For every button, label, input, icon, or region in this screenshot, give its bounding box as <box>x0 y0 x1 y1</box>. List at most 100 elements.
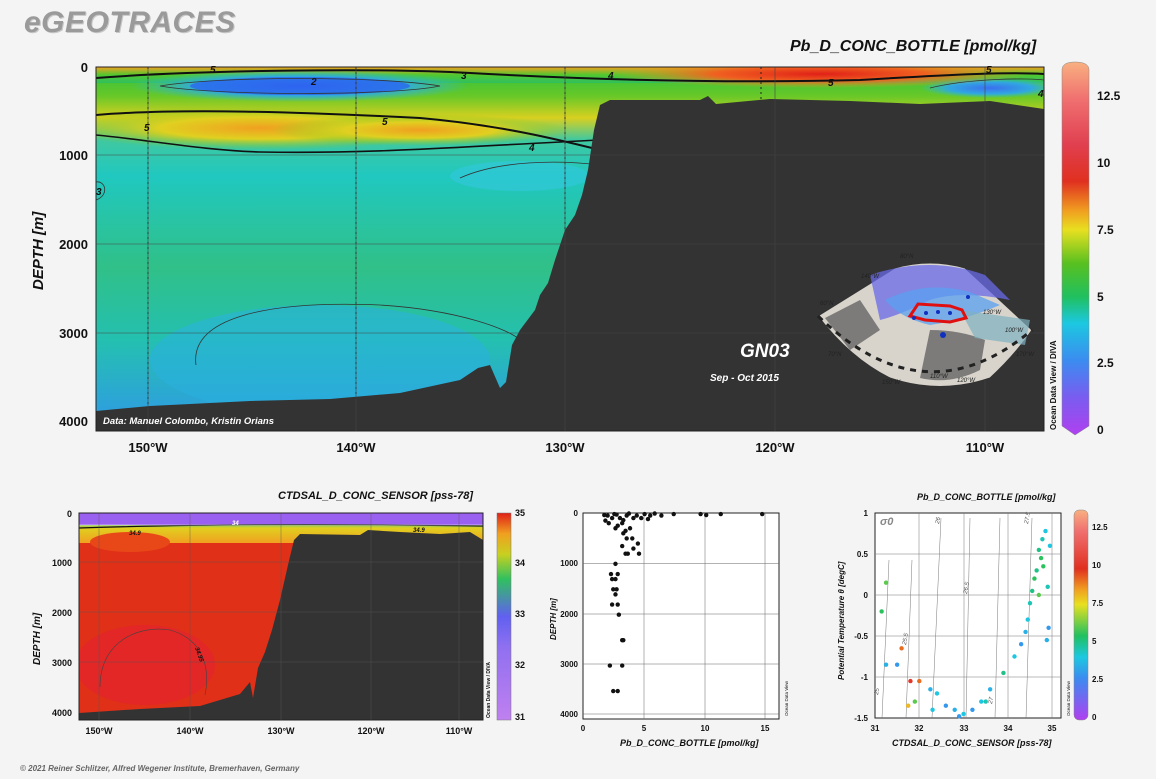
svg-text:120°W: 120°W <box>957 378 976 384</box>
ts-data-point <box>1040 537 1045 542</box>
ts-sigma-label: σ0 <box>880 516 894 528</box>
profile-data-point <box>625 551 630 556</box>
section-period: Sep - Oct 2015 <box>710 373 779 384</box>
salinity-colorbar-tick: 35 <box>515 508 525 518</box>
ts-data-point <box>1001 670 1006 676</box>
ts-data-point <box>908 678 913 684</box>
profile-data-point <box>615 523 620 528</box>
profile-x-tick: 10 <box>701 724 710 733</box>
profile-y-tick: 2000 <box>560 610 578 619</box>
ts-isopycnal-label: 25 <box>874 687 881 696</box>
ts-y-tick: 1 <box>864 509 869 518</box>
salinity-y-tick: 0 <box>67 509 72 519</box>
ts-data-point <box>1038 555 1044 561</box>
ts-colorbar-tick: 10 <box>1092 561 1101 570</box>
salinity-y-tick: 4000 <box>52 708 72 718</box>
profile-data-point <box>630 536 635 541</box>
ts-data-point <box>961 711 966 717</box>
profile-data-point <box>621 517 626 523</box>
profile-y-tick: 3000 <box>560 660 578 669</box>
main-contour-label: 4 <box>607 71 614 82</box>
ts-data-point <box>1027 601 1033 606</box>
salinity-x-tick: 120°W <box>357 726 385 736</box>
main-colorbar <box>1061 61 1090 436</box>
salinity-chart-title: CTDSAL_D_CONC_SENSOR [pss-78] <box>278 490 473 502</box>
salinity-odv-label: Ocean Data View / DIVA <box>486 662 492 718</box>
profile-data-point <box>645 516 651 522</box>
salinity-colorbar <box>496 512 512 721</box>
ts-colorbar <box>1073 509 1089 721</box>
inset-map: 150°W 120°W 130°W 140°W 60°N 70°N 80°N 1… <box>816 254 1035 387</box>
ts-data-point <box>879 609 884 614</box>
main-contour-label: 5 <box>382 117 388 128</box>
svg-text:170°W: 170°W <box>1016 352 1035 358</box>
profile-data-point <box>611 688 616 694</box>
ts-isopycnal-label: 26.5 <box>963 581 971 595</box>
svg-text:140°W: 140°W <box>861 274 880 280</box>
profile-data-point <box>635 541 641 546</box>
profile-data-point <box>698 511 703 517</box>
main-contour-label: 5 <box>828 78 834 89</box>
main-x-tick: 140°W <box>336 440 376 455</box>
profile-data-point <box>613 592 618 597</box>
svg-text:100°W: 100°W <box>1005 328 1024 334</box>
ts-x-tick: 35 <box>1048 724 1057 733</box>
ts-y-tick: -0.5 <box>854 632 868 641</box>
ts-data-point <box>1023 629 1028 635</box>
ts-y-tick: -1 <box>861 673 869 682</box>
profile-y-tick: 0 <box>574 509 579 518</box>
colorbar-tick: 0 <box>1097 423 1104 437</box>
ts-data-point <box>1030 588 1035 594</box>
profile-data-point <box>626 511 632 516</box>
main-contour-label: 3 <box>96 187 102 198</box>
main-contour-label: 2 <box>310 77 317 88</box>
profile-data-point <box>603 518 608 523</box>
ts-isopycnal-label: 27 <box>988 696 995 705</box>
profile-data-point <box>623 528 628 534</box>
profile-data-point <box>671 511 676 517</box>
ts-x-tick: 31 <box>871 724 880 733</box>
ts-data-point <box>979 699 984 704</box>
profile-data-point <box>631 546 636 551</box>
ts-odv-label: Ocean Data View <box>1066 680 1071 716</box>
svg-text:70°N: 70°N <box>828 352 842 358</box>
profile-x-axis-label: Pb_D_CONC_BOTTLE [pmol/kg] <box>620 738 759 748</box>
salinity-colorbar-tick: 31 <box>515 712 525 722</box>
svg-text:110°W: 110°W <box>930 374 949 380</box>
main-x-tick: 120°W <box>755 440 795 455</box>
main-contour-label: 5 <box>210 65 216 76</box>
main-gridlines <box>96 67 1044 431</box>
ts-data-point <box>952 707 957 712</box>
profile-data-point <box>636 551 642 556</box>
salinity-contour-label: 34.9 <box>129 531 141 537</box>
ts-x-tick: 33 <box>960 724 969 733</box>
main-contour-label: 4 <box>528 143 535 154</box>
profile-data-point <box>602 512 607 518</box>
ts-data-point <box>956 714 962 719</box>
ts-data-point <box>1041 564 1046 569</box>
colorbar-tick: 12.5 <box>1097 89 1121 103</box>
salinity-x-tick: 140°W <box>176 726 204 736</box>
profile-data-point <box>627 526 633 531</box>
brand-logo: eGEOTRACES <box>24 6 236 39</box>
main-contour-label: 5 <box>144 123 150 134</box>
svg-text:130°W: 130°W <box>983 310 1002 316</box>
ts-data-point <box>883 580 889 585</box>
profile-y-tick: 1000 <box>560 559 578 568</box>
ts-data-point <box>906 703 911 708</box>
profile-data-point <box>760 511 765 517</box>
profile-data-point <box>606 520 611 526</box>
profile-odv-label: Ocean Data View <box>784 680 789 716</box>
ts-data-point <box>1047 543 1053 548</box>
ts-data-point <box>1012 654 1017 659</box>
profile-data-point <box>611 587 616 592</box>
ts-data-point <box>934 691 940 696</box>
main-x-tick: 130°W <box>545 440 585 455</box>
ts-chart-title: Pb_D_CONC_BOTTLE [pmol/kg] <box>917 492 1056 502</box>
ts-data-point <box>1046 625 1051 630</box>
colorbar-tick: 2.5 <box>1097 356 1114 370</box>
profile-data-point <box>605 513 610 518</box>
ts-x-axis-label: CTDSAL_D_CONC_SENSOR [pss-78] <box>892 738 1052 748</box>
